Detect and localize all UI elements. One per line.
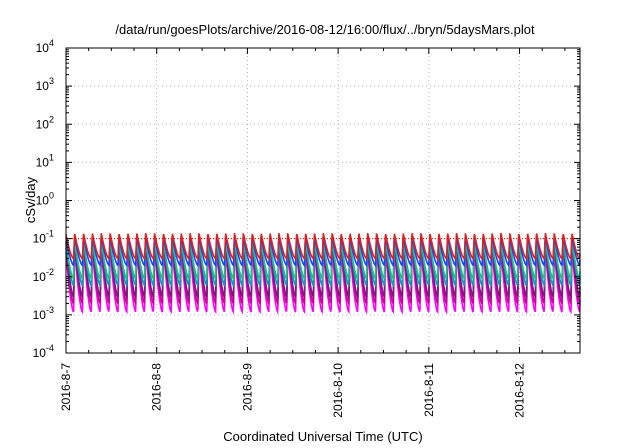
x-tick-label: 2016-8-9 xyxy=(240,363,254,411)
y-tick-label: 100 xyxy=(36,191,54,208)
x-tick-label: 2016-8-8 xyxy=(150,363,164,411)
y-tick-label: 103 xyxy=(36,76,54,93)
y-tick-label: 10-4 xyxy=(33,343,54,360)
y-axis-label: cSv/day xyxy=(23,176,38,223)
y-tick-label: 101 xyxy=(36,152,54,169)
y-tick-label: 102 xyxy=(36,114,54,131)
x-axis-label: Coordinated Universal Time (UTC) xyxy=(223,429,422,444)
y-tick-label: 10-2 xyxy=(33,267,54,284)
y-tick-label: 104 xyxy=(36,38,54,55)
y-tick-label: 10-3 xyxy=(33,305,54,322)
x-axis: 2016-8-7 2016-8-8 2016-8-9 2016-8-10 2016-8-… xyxy=(59,48,566,418)
y-tick-label: 10-1 xyxy=(33,229,54,246)
data-series xyxy=(65,232,581,315)
series-line-7 xyxy=(65,232,581,261)
x-tick-label: 2016-8-12 xyxy=(513,363,527,418)
y-axis: 10-4 10-3 10-2 10-1 100 101 102 103 104 xyxy=(33,38,580,360)
chart-title: /data/run/goesPlots/archive/2016-08-12/1… xyxy=(115,22,535,37)
x-tick-label: 2016-8-7 xyxy=(59,363,73,411)
x-tick-label: 2016-8-11 xyxy=(422,363,436,417)
x-tick-label: 2016-8-10 xyxy=(331,363,345,418)
